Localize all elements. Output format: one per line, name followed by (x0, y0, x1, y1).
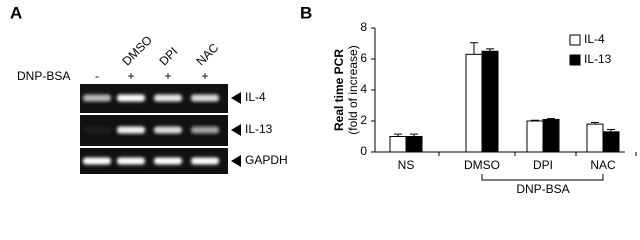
legend-label: IL-13 (584, 52, 612, 66)
gel-band (154, 126, 182, 134)
treatment-label: DNP-BSA (17, 69, 70, 83)
y-tick-label: 2 (360, 113, 367, 127)
bar (465, 53, 483, 153)
gel-band (117, 94, 145, 102)
lane-label: DMSO (119, 33, 154, 68)
y-tick-label: 6 (360, 51, 367, 65)
bar (602, 131, 620, 153)
y-axis-subtitle: (fold of increase) (346, 45, 360, 134)
panel-label: A (10, 3, 22, 22)
band-label: GAPDH (245, 153, 288, 167)
y-tick-label: 8 (360, 20, 367, 34)
y-tick-label: 0 (360, 144, 367, 158)
lane-label: DPI (156, 44, 180, 68)
gel-band (117, 126, 145, 134)
error-bar (394, 133, 402, 137)
band-arrow (231, 155, 241, 167)
x-tick-label: DPI (533, 158, 553, 172)
bar (389, 136, 407, 153)
treatment-sign: - (95, 69, 99, 83)
gel-band (191, 126, 219, 134)
gel-band (154, 94, 182, 102)
error-bar (486, 48, 494, 52)
figure: A B DNP-BSA - + + +DMSO DPI NACIL-4IL-13GAPDH… (10, 3, 637, 196)
error-bar (410, 133, 418, 137)
bar (586, 123, 604, 153)
error-bar (591, 122, 599, 125)
bar (526, 120, 544, 153)
error-bar (607, 129, 615, 132)
x-tick-label: DMSO (464, 158, 500, 172)
treatment-sign: + (127, 69, 134, 83)
bar (481, 50, 499, 153)
gel-band (154, 157, 182, 165)
band-arrow (231, 92, 241, 104)
legend-label: IL-4 (584, 32, 605, 46)
legend-swatch (569, 34, 581, 46)
legend-swatch (569, 54, 581, 66)
bracket (481, 174, 604, 181)
error-bar (470, 42, 478, 55)
lane-label: NAC (193, 40, 221, 68)
error-bar (547, 118, 555, 120)
treatment-sign: + (164, 69, 171, 83)
panel-label: B (300, 3, 312, 22)
gel-band (191, 157, 219, 165)
x-tick-label: NS (398, 158, 415, 172)
y-axis-title: Real time PCR (332, 49, 346, 131)
gel (80, 84, 228, 174)
treatment-sign: + (201, 69, 208, 83)
gel-band (117, 157, 145, 165)
x-tick-label: NAC (590, 158, 616, 172)
error-bar (531, 119, 539, 121)
band-arrow (231, 124, 241, 136)
bar (542, 118, 560, 153)
bar (405, 136, 423, 153)
gel-band (83, 126, 111, 134)
band-label: IL-4 (245, 90, 266, 104)
y-tick-label: 4 (360, 82, 367, 96)
gel-band (191, 94, 219, 102)
gel-band (83, 94, 111, 102)
gel-band (83, 157, 111, 165)
bracket-label: DNP-BSA (516, 182, 569, 196)
band-label: IL-13 (245, 122, 273, 136)
